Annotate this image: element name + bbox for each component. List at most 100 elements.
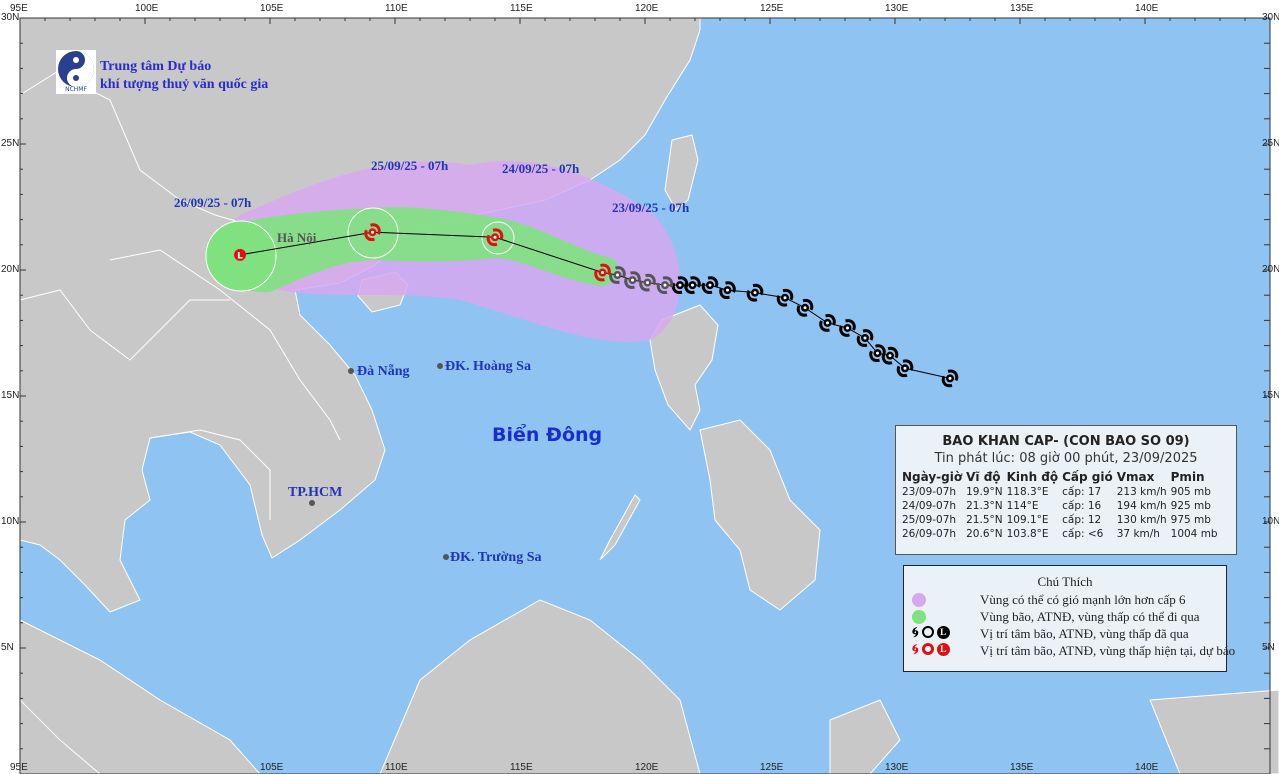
border-line [19, 289, 230, 361]
table-cell: 25/09-07h [902, 514, 957, 526]
lat-tick-label: 10N [1, 516, 20, 527]
table-cell: 1004 mb [1170, 528, 1218, 540]
lat-tick-label: 15N [1, 390, 20, 401]
place-hoangsa: ĐK. Hoàng Sa [445, 359, 531, 374]
table-cell: 925 mb [1170, 500, 1211, 512]
table-row: 26/09-07h 20.6°N 103.8°E cấp: <6 37 km/h 1004… [902, 527, 1222, 541]
lon-tick-label: 100E [135, 3, 159, 14]
lat-tick-label: 5N [1, 642, 14, 653]
past-storm-icon [776, 288, 794, 307]
legend-title: Chú Thích [1037, 574, 1093, 589]
land-malay-peninsula [19, 619, 261, 774]
land-new-guinea-w [1149, 689, 1279, 774]
table-cell: 20.6°N [966, 528, 1003, 540]
col-header: Pmin [1170, 470, 1205, 484]
forecast-label-26: 26/09/25 - 07h [174, 195, 252, 210]
table-cell: 975 mb [1170, 514, 1211, 526]
place-marker [443, 554, 449, 560]
table-cell: 118.3°E [1006, 486, 1049, 498]
low-pressure-icon: L [234, 248, 246, 261]
border-line [149, 429, 271, 520]
table-cell: 26/09-07h [902, 528, 957, 540]
svg-text:L: L [237, 251, 243, 261]
place-marker [348, 368, 354, 374]
lon-tick-label: 120E [635, 3, 659, 14]
forecast-label-23: 23/09/25 - 07h [612, 200, 690, 215]
col-header: Cấp gió [1062, 470, 1113, 484]
table-cell: 103.8°E [1006, 528, 1049, 540]
table-cell: cấp: 17 [1062, 486, 1102, 498]
lat-tick-label: 10N [1262, 516, 1279, 527]
forecast-label-25: 25/09/25 - 07h [371, 158, 449, 173]
purple-zone-swatch [912, 593, 926, 607]
col-header: Vĩ độ [966, 470, 1001, 484]
forecast-storm-icon [594, 263, 611, 282]
table-cell: 114°E [1006, 500, 1039, 512]
lon-tick-label: 95E [10, 762, 28, 773]
storm-info-panel: BAO KHAN CAP- (CON BAO SO 09) Tin phát l… [895, 425, 1237, 555]
lon-tick-label: 95E [10, 3, 28, 14]
storm-path-zone [217, 207, 619, 293]
table-cell: 905 mb [1170, 486, 1211, 498]
lon-tick-label: 140E [1135, 762, 1159, 773]
land-visayas-mindanao [699, 419, 821, 611]
radius-circle [481, 221, 515, 255]
lat-tick-label: 25N [1, 138, 20, 149]
forecast-storm-icon [486, 228, 504, 247]
col-header: Ngày-giờ [902, 470, 963, 484]
table-cell: 24/09-07h [902, 500, 957, 512]
info-issued: Tin phát lúc: 08 giờ 00 phút, 23/09/2025 [934, 451, 1198, 466]
past-storm-icon [701, 276, 719, 294]
border-line [109, 249, 341, 441]
lon-tick-label: 135E [1010, 3, 1034, 14]
lon-tick-label: 115E [510, 762, 533, 773]
col-header: Vmax [1116, 470, 1155, 484]
table-cell: 19.9°N [966, 486, 1003, 498]
past-storm-icon [609, 266, 626, 284]
legend-panel: Chú Thích Vùng có thể có gió mạnh lớn hơ… [903, 565, 1235, 672]
table-cell: 130 km/h [1116, 514, 1167, 526]
lat-tick-label: 30N [1, 12, 20, 23]
lon-tick-label: 140E [1135, 3, 1159, 14]
lon-tick-label: 125E [760, 762, 784, 773]
land-borneo-malaysia [379, 599, 701, 774]
lat-tick-label: 30N [1262, 12, 1279, 23]
lat-tick-label: 5N [1262, 642, 1275, 653]
legend-item: Vị trí tâm bão, ATNĐ, vùng thấp đã qua [980, 626, 1189, 641]
table-cell: cấp: 16 [1062, 500, 1102, 512]
legend-item: Vùng bão, ATNĐ, vùng thấp có thể đi qua [980, 609, 1200, 624]
lon-tick-label: 120E [635, 762, 659, 773]
place-marker [437, 363, 443, 369]
table-cell: 37 km/h [1116, 528, 1160, 540]
lon-tick-label: 135E [1010, 762, 1034, 773]
table-cell: 21.3°N [966, 500, 1003, 512]
table-cell: 21.5°N [966, 514, 1003, 526]
table-cell: 109.1°E [1006, 514, 1049, 526]
table-row: 25/09-07h 21.5°N 109.1°E cấp: 12 130 km/h 975… [902, 513, 1222, 527]
past-storm-icon [896, 359, 914, 378]
lon-tick-label: 105E [260, 762, 284, 773]
past-storm-icon [639, 273, 656, 292]
past-storm-icon [869, 344, 886, 362]
table-row: 24/09-07h 21.3°N 114°E cấp: 16 194 km/h 925 m… [902, 499, 1222, 513]
info-title: BAO KHAN CAP- (CON BAO SO 09) [942, 434, 1190, 449]
past-storm-icon [941, 369, 959, 388]
past-storm-icon [856, 329, 874, 347]
org-line-2: khí tượng thuỷ văn quốc gia [100, 77, 269, 92]
forecast-symbols-icon: 🌀︎ L [912, 643, 950, 659]
table-cell: cấp: 12 [1062, 514, 1102, 526]
legend-item: Vị trí tâm bão, ATNĐ, vùng thấp hiện tại… [980, 643, 1236, 658]
graticule-ticks [19, 17, 1271, 774]
lat-tick-label: 20N [1, 264, 20, 275]
past-symbols-icon: 🌀︎ L [912, 626, 950, 642]
green-zone-swatch [912, 610, 926, 624]
forecast-table: Ngày-giờ Vĩ độ Kinh độ Cấp gió Vmax Pmin… [902, 470, 1222, 541]
lat-tick-label: 20N [1262, 264, 1279, 275]
legend-item: Vùng có thể có gió mạnh lớn hơn cấp 6 [980, 592, 1186, 607]
past-storm-icon [819, 314, 836, 332]
place-danang: Đà Nẵng [357, 364, 410, 379]
lon-tick-label: 110E [385, 3, 408, 14]
land-sulawesi [829, 699, 901, 774]
place-hanoi: Hà Nội [277, 230, 317, 245]
lon-tick-label: 125E [760, 3, 784, 14]
